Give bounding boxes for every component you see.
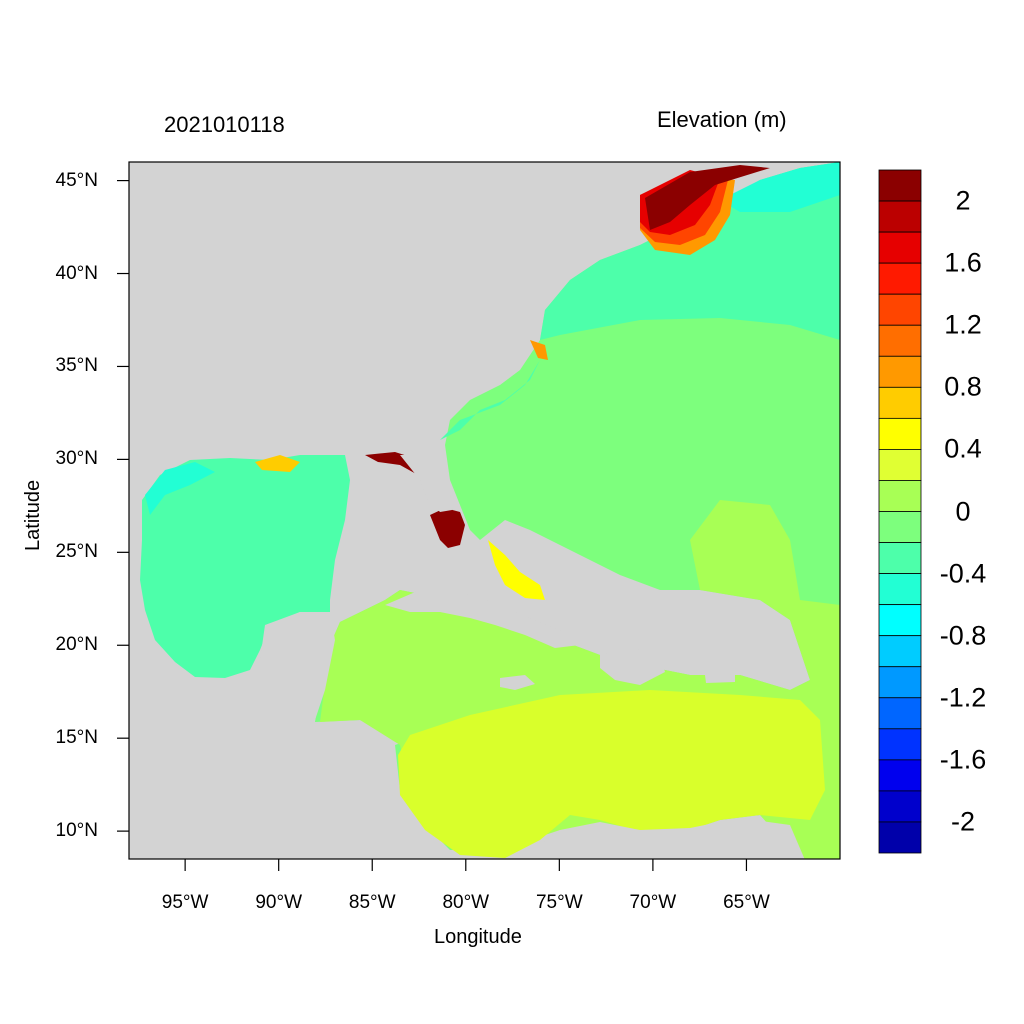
colorbar-label: 1.6 bbox=[944, 247, 982, 278]
chesapeake-coast bbox=[530, 340, 548, 360]
lon-tick-label: 85°W bbox=[348, 892, 396, 913]
lat-tick-label: 10°N bbox=[55, 820, 98, 842]
lat-tick-label: 15°N bbox=[55, 727, 98, 749]
colorbar-swatch bbox=[878, 386, 922, 419]
colorbar-label: 0 bbox=[955, 496, 971, 526]
colorbar-swatch bbox=[878, 728, 922, 761]
colorbar-swatch bbox=[878, 417, 922, 450]
lon-tick-label: 75°W bbox=[535, 892, 583, 913]
louisiana-coast bbox=[255, 455, 300, 472]
variable-label: Elevation (m) bbox=[657, 107, 787, 132]
lat-tick-label: 25°N bbox=[55, 541, 98, 563]
colorbar-label: -1.2 bbox=[939, 682, 987, 713]
y-axis-title: Latitude bbox=[22, 479, 44, 551]
colorbar bbox=[878, 169, 922, 854]
shelf-nova-scotia bbox=[720, 162, 840, 212]
colorbar-label: -0.8 bbox=[939, 620, 987, 651]
colorbar-swatch bbox=[878, 169, 922, 202]
lon-tick-label: 65°W bbox=[723, 892, 770, 913]
colorbar-swatch bbox=[878, 697, 922, 730]
colorbar-swatch bbox=[878, 759, 922, 792]
map-plot bbox=[129, 162, 840, 859]
lon-tick-label: 70°W bbox=[629, 892, 677, 913]
gulf-of-mexico bbox=[140, 455, 350, 678]
colorbar-swatch bbox=[878, 511, 922, 543]
colorbar-label: 0.8 bbox=[944, 371, 982, 402]
colorbar-swatch bbox=[878, 293, 922, 326]
lat-tick-label: 30°N bbox=[55, 448, 98, 470]
hispaniola-island bbox=[600, 648, 665, 685]
colorbar-swatch bbox=[878, 200, 922, 233]
lat-tickmarks bbox=[117, 179, 129, 832]
colorbar-swatch bbox=[878, 355, 922, 388]
south-america-land bbox=[521, 818, 805, 859]
plot-frame bbox=[128, 161, 841, 860]
colorbar-label: 1.2 bbox=[944, 309, 982, 340]
colorbar-label: 2 bbox=[955, 185, 971, 216]
lon-tick-label: 90°W bbox=[255, 892, 303, 913]
colorbar-swatch bbox=[878, 324, 922, 357]
colorbar-swatch bbox=[878, 666, 922, 699]
colorbar-label: -0.4 bbox=[939, 558, 987, 589]
colorbar-swatch bbox=[878, 449, 922, 481]
lon-tick-label: 95°W bbox=[161, 892, 209, 913]
date-label: 2021010118 bbox=[164, 112, 285, 137]
lat-tick-label: 40°N bbox=[55, 262, 98, 284]
lat-tick-label: 35°N bbox=[55, 355, 98, 377]
jamaica-island bbox=[500, 675, 535, 690]
lon-tickmarks bbox=[184, 859, 748, 871]
puerto-rico-island bbox=[705, 674, 735, 683]
x-axis-title: Longitude bbox=[434, 926, 522, 948]
colorbar-label: -1.6 bbox=[939, 744, 987, 775]
colorbar-swatch bbox=[878, 573, 922, 606]
gulf-west-shelf bbox=[145, 462, 215, 515]
caribbean-south bbox=[398, 690, 825, 858]
lat-tick-label: 45°N bbox=[55, 169, 98, 191]
shelf-southeast bbox=[440, 360, 540, 440]
yucatan-land bbox=[260, 612, 335, 720]
lat-tick-label: 20°N bbox=[55, 634, 98, 656]
colorbar-swatch bbox=[878, 480, 922, 512]
south-florida-surge bbox=[430, 508, 465, 548]
colorbar-swatch bbox=[878, 262, 922, 295]
colorbar-swatch bbox=[878, 635, 922, 668]
gulf-of-maine-surge-core bbox=[645, 165, 770, 230]
colorbar-swatch bbox=[878, 231, 922, 264]
colorbar-swatch bbox=[878, 821, 922, 854]
colorbar-swatch bbox=[878, 604, 922, 637]
colorbar-swatch bbox=[878, 790, 922, 823]
cuba-island bbox=[385, 590, 580, 648]
colorbar-label: 0.4 bbox=[944, 433, 982, 464]
lon-tick-label: 80°W bbox=[442, 892, 490, 913]
bahamas-banks bbox=[488, 540, 545, 600]
florida-peninsula bbox=[400, 450, 452, 512]
colorbar-label: -2 bbox=[950, 806, 975, 837]
colorbar-swatch bbox=[878, 542, 922, 574]
